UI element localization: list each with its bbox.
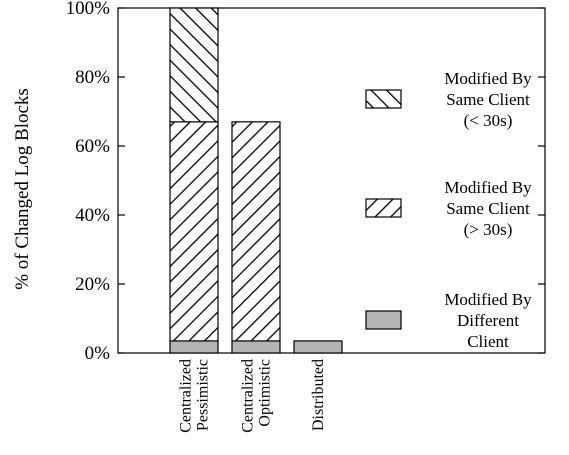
x-category-label-line: Optimistic: [257, 359, 274, 427]
legend-label-line: (< 30s): [464, 111, 513, 130]
legend-swatch: [365, 198, 402, 218]
legend-label-line: Different: [457, 311, 519, 330]
legend-label-line: Client: [467, 332, 509, 351]
y-tick-label: 80%: [75, 67, 110, 88]
y-tick-label: 20%: [75, 274, 110, 295]
legend-swatch: [365, 89, 402, 109]
legend: Modified By Same Client (< 30s) Modified By…: [365, 69, 532, 351]
y-tick-label: 0%: [85, 343, 111, 364]
y-tick-label: 60%: [75, 136, 110, 157]
bar-segment: [231, 340, 281, 354]
x-category-label: Distributed: [310, 359, 327, 431]
x-category-label-line: Pessimistic: [195, 359, 212, 431]
x-category-label: Centralized Pessimistic: [178, 359, 212, 433]
y-axis-title: % of Changed Log Blocks: [12, 88, 33, 290]
legend-label-line: Same Client: [446, 90, 530, 109]
x-category-label-line: Centralized: [178, 359, 195, 433]
legend-swatch: [365, 310, 402, 330]
legend-label-line: (> 30s): [464, 220, 513, 239]
bars: [169, 7, 343, 354]
legend-label-line: Modified By: [444, 290, 532, 309]
y-tick-label: 40%: [75, 205, 110, 226]
bar-segment: [169, 121, 219, 342]
x-category-label: Centralized Optimistic: [240, 359, 274, 433]
legend-label-line: Modified By: [444, 69, 532, 88]
bar-segment: [231, 121, 281, 342]
x-category-label-line: Centralized: [240, 359, 257, 433]
bar-segment: [169, 340, 219, 354]
bar-segment: [293, 340, 343, 354]
legend-label-line: Modified By: [444, 178, 532, 197]
bar-segment: [169, 7, 219, 123]
y-tick-label: 100%: [66, 0, 111, 19]
x-axis-labels: Centralized Pessimistic Centralized Optimis…: [178, 359, 328, 433]
y-axis: 0% 20% 40% 60% 80% 100%: [66, 0, 545, 364]
x-category-label-line: Distributed: [310, 359, 327, 431]
legend-label-line: Same Client: [446, 199, 530, 218]
